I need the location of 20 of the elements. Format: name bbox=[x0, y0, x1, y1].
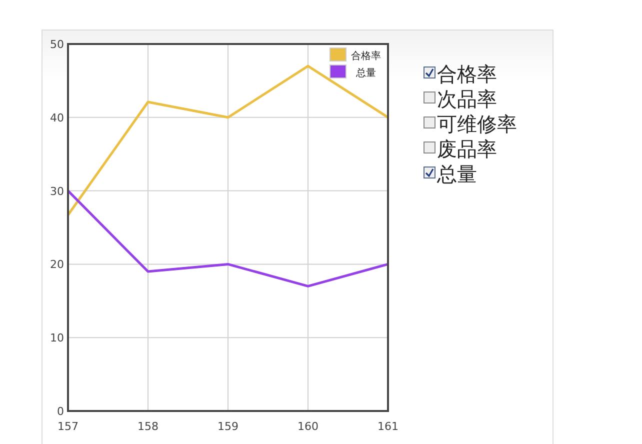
x-tick-label: 160 bbox=[298, 420, 318, 433]
line-series bbox=[66, 64, 390, 216]
x-tick-label: 157 bbox=[58, 420, 78, 433]
legend-label: 总量 bbox=[355, 67, 376, 79]
text: 合格率 bbox=[437, 64, 497, 86]
y-tick-label: 10 bbox=[50, 332, 64, 345]
x-tick-label: 159 bbox=[218, 420, 238, 433]
x-tick-label: 161 bbox=[378, 420, 398, 433]
text: 废品率 bbox=[437, 139, 497, 161]
text: 次品率 bbox=[437, 89, 497, 111]
x-tick-label: 158 bbox=[138, 420, 158, 433]
y-tick-label: 40 bbox=[50, 111, 64, 124]
y-tick-label: 50 bbox=[50, 38, 64, 51]
y-tick-label: 20 bbox=[50, 258, 64, 272]
line-series bbox=[66, 190, 390, 288]
text: 总量 bbox=[436, 164, 477, 186]
text: 可维修率 bbox=[437, 114, 517, 136]
y-tick-label: 0 bbox=[57, 405, 64, 418]
y-tick-label: 30 bbox=[50, 184, 64, 198]
legend-label: 合格率 bbox=[351, 50, 381, 62]
